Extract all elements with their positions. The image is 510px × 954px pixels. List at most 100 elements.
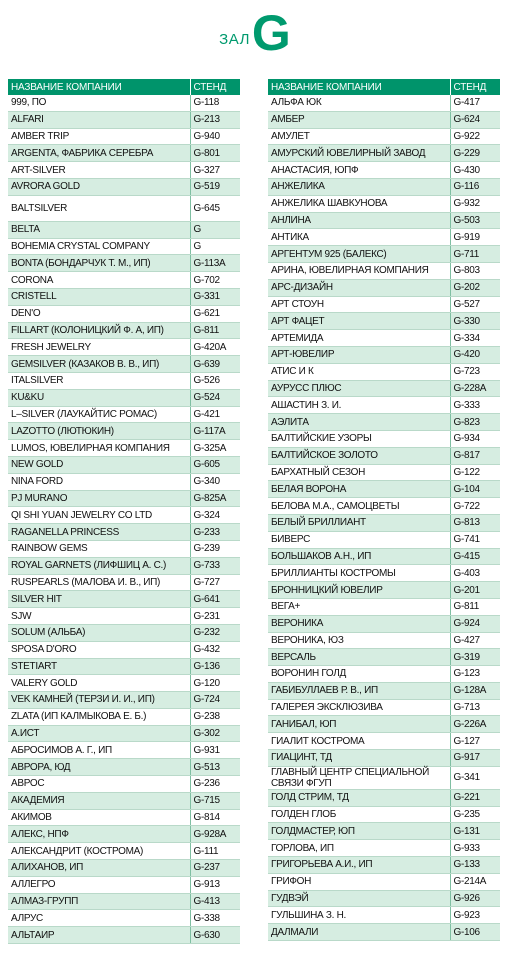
table-row: ВЕРОНИКА G-924 [268,615,500,633]
stand-number: G [189,221,240,239]
stand-number: G-919 [449,228,500,247]
exhibitor-table: НАЗВАНИЕ КОМПАНИИ СТЕНД 999, ПО G-118 ALFAR… [8,79,240,945]
company-name: NEW GOLD [8,456,190,474]
stand-number: G-524 [189,389,240,407]
company-name: БРОННИЦКИЙ ЮВЕЛИР [268,581,450,599]
stand-number: G-229 [449,144,500,163]
table-row: БАЛТИЙСКИЕ УЗОРЫ G-934 [268,430,500,448]
company-name: SILVER HIT [8,590,190,609]
stand-number: G-106 [449,923,500,942]
stand-number: G-111 [189,842,240,861]
company-name: ГАБИБУЛЛАЕВ Р. В., ИП [268,682,450,700]
table-row: ГРИГОРЬЕВА А.И., ИП G-133 [268,856,500,874]
table-row: GEMSILVER (КАЗАКОВ В. В., ИП) G-639 [8,355,240,373]
company-name: ГРИФОН [268,873,450,891]
table-row: ZLATA (ИП КАЛМЫКОВА Е. Б.) G-238 [8,708,240,726]
stand-number: G-724 [189,691,240,709]
stand-number: G-727 [189,574,240,592]
table-row: БЕЛОВА М.А., САМОЦВЕТЫ G-722 [268,497,500,515]
company-name: ДАЛМАЛИ [268,923,450,942]
company-name: АРТ ФАЦЕТ [268,312,450,331]
table-row: SJW G-231 [8,607,240,625]
stand-number: G-917 [449,749,500,767]
table-row: RAINBOW GEMS G-239 [8,540,240,558]
stand-number: G-527 [449,296,500,314]
table-row: АРТ СТОУН G-527 [268,296,500,314]
table-row: АНАСТАСИЯ, ЮПФ G-430 [268,161,500,179]
stand-number: G-526 [189,372,240,390]
company-name: DEN'O [8,305,190,323]
stand-number: G-934 [449,430,500,448]
company-name: ГОЛД СТРИМ, ТД [268,789,450,807]
company-name: АТИС И К [268,363,450,381]
stand-number: G-922 [449,128,500,146]
company-name: АНЖЕЛИКА [268,178,450,196]
table-row: АРТЕМИДА G-334 [268,329,500,347]
stand-number: G-226A [449,715,500,734]
table-row: LAZOTTO (ЛЮТЮКИН) G-117A [8,422,240,441]
table-row: ГИАЛИТ КОСТРОМА G-127 [268,732,500,751]
table-row: ГОЛДМАСТЕР, ЮП G-131 [268,822,500,841]
table-row: ГРИФОН G-214A [268,873,500,891]
table-row: SILVER HIT G-641 [8,590,240,609]
stand-number: G-238 [189,708,240,726]
stand-number: G-715 [189,792,240,810]
stand-number: G-236 [189,775,240,793]
company-name: АЛЕКСАНДРИТ (КОСТРОМА) [8,842,190,861]
stand-number: G-213 [189,111,240,129]
table-row: АМУРСКИЙ ЮВЕЛИРНЫЙ ЗАВОД G-229 [268,144,500,163]
column-header-name: НАЗВАНИЕ КОМПАНИИ [268,79,450,95]
company-name: 999, ПО [8,95,190,112]
table-row: АТИС И К G-723 [268,363,500,381]
table-row: АРТ ФАЦЕТ G-330 [268,312,500,331]
company-name: NINA FORD [8,473,190,491]
company-name: ГОЛДМАСТЕР, ЮП [268,822,450,841]
company-name: БОЛЬШАКОВ А.Н., ИП [268,548,450,566]
company-name: АВРОРА, ЮД [8,758,190,777]
table-row: ГАЛЕРЕЯ ЭКСКЛЮЗИВА G-713 [268,699,500,717]
company-name: BONTA (БОНДАРЧУК Т. М., ИП) [8,254,190,273]
company-name: BOHEMIA CRYSTAL COMPANY [8,238,190,256]
stand-number: G-136 [189,658,240,676]
company-name: БЕЛОВА М.А., САМОЦВЕТЫ [268,497,450,515]
table-row: АКАДЕМИЯ G-715 [8,792,240,810]
table-row: АРИНА, ЮВЕЛИРНАЯ КОМПАНИЯ G-803 [268,262,500,280]
table-row: ALFARI G-213 [8,111,240,129]
company-name: KU&KU [8,389,190,407]
stand-number: G-913 [189,876,240,894]
stand-number: G-430 [449,161,500,179]
stand-number: G-940 [189,128,240,146]
stand-number: G-923 [449,906,500,925]
hall-word: ЗАЛ [219,31,250,48]
table-row: BONTA (БОНДАРЧУК Т. М., ИП) G-113A [8,254,240,273]
company-name: ГОРЛОВА, ИП [268,839,450,858]
stand-number: G-221 [449,789,500,807]
company-name: CRISTELL [8,288,190,306]
company-name: ВЕГА+ [268,598,450,616]
stand-number: G-630 [189,926,240,945]
stand-number: G-817 [449,447,500,465]
table-row: SPOSA D'ORO G-432 [8,641,240,659]
company-name: ВЕРОНИКА, ЮЗ [268,632,450,650]
table-row: PJ MURANO G-825A [8,490,240,508]
company-name: LUMOS, ЮВЕЛИРНАЯ КОМПАНИЯ [8,439,190,457]
company-name: ВЕРСАЛЬ [268,648,450,667]
company-name: ГИАЦИНТ, ТД [268,749,450,767]
company-name: АЭЛИТА [268,413,450,431]
table-row: АКИМОВ G-814 [8,809,240,827]
table-row: ROYAL GARNETS (ЛИФШИЦ А. С.) G-733 [8,557,240,575]
company-name: АБРОСИМОВ А. Г., ИП [8,741,190,760]
stand-number: G-639 [189,355,240,373]
stand-number: G-120 [189,674,240,693]
stand-number: G-403 [449,564,500,583]
table-row: ARGENTA, ФАБРИКА СЕРЕБРА G-801 [8,144,240,163]
company-name: АКАДЕМИЯ [8,792,190,810]
company-name: АМУРСКИЙ ЮВЕЛИРНЫЙ ЗАВОД [268,144,450,163]
table-row: БИВЕРС G-741 [268,531,500,549]
table-row: ГИАЦИНТ, ТД G-917 [268,749,500,767]
stand-number: G-513 [189,758,240,777]
stand-number: G-417 [449,95,500,112]
table-row: АЛИХАНОВ, ИП G-237 [8,859,240,877]
table-row: ВЕГА+ G-811 [268,598,500,616]
table-row: ВЕРОНИКА, ЮЗ G-427 [268,632,500,650]
